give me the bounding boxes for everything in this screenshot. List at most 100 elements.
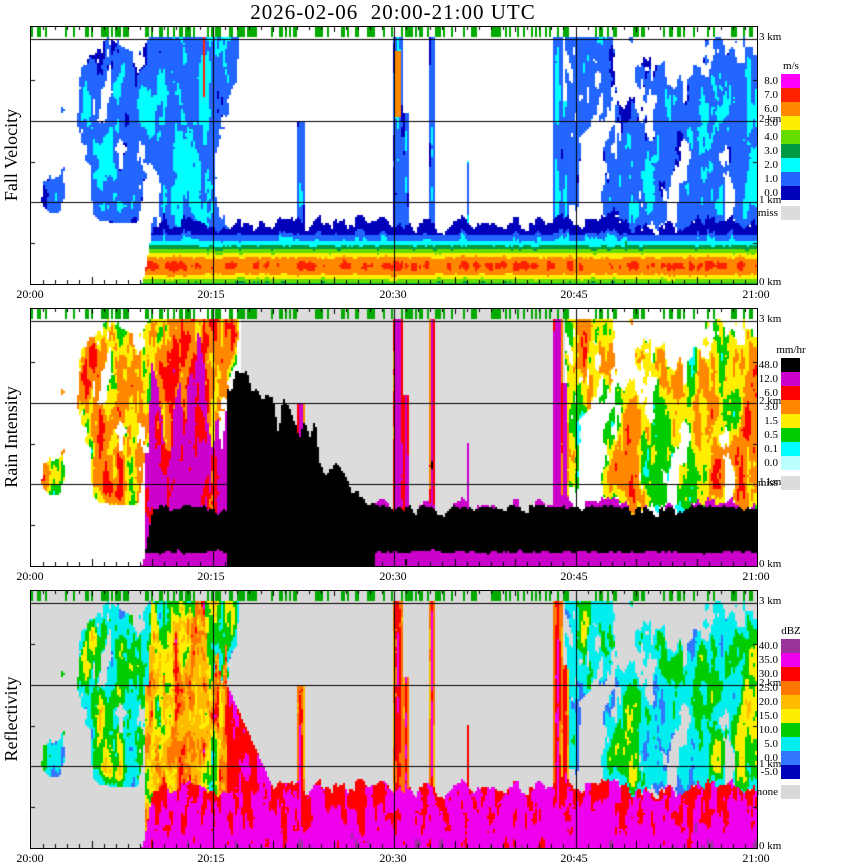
colorbar-entry: 20.0 [751, 695, 809, 709]
y-axis-title-reflectivity: Reflectivity [1, 676, 21, 762]
colorbar-fall-velocity: m/s 8.0 7.0 6.0 5.0 4.0 3.0 2.0 1.0 0.0 miss [751, 60, 809, 220]
colorbar-entry-swatch [781, 386, 800, 400]
colorbar-entry: 3.0 [751, 144, 809, 158]
colorbar-entry-label: 3.0 [764, 145, 778, 157]
colorbar-entry-swatch [781, 400, 800, 414]
y-tick-label: 0 km [759, 276, 782, 288]
colorbar-entry-label: 40.0 [758, 640, 778, 652]
colorbar-entry-label: miss [757, 477, 778, 489]
colorbar-entry-label: 20.0 [758, 696, 778, 708]
colorbar-entry-swatch [781, 709, 800, 723]
x-tick-label: 20:00 [16, 851, 44, 865]
colorbar-entry-swatch [781, 88, 800, 102]
y-tick-label: 2 km [759, 395, 782, 407]
colorbar-entry: 10.0 [751, 723, 809, 737]
y-tick-label: 1 km [759, 194, 782, 206]
colorbar-entry-label: 0.0 [764, 187, 778, 199]
colorbar-rain-intensity: mm/hr 48.0 12.0 6.0 3.0 1.5 0.5 0.1 0.0 miss [751, 344, 809, 490]
x-tick-label: 20:15 [197, 851, 225, 865]
colorbar-entry-swatch [781, 428, 800, 442]
colorbar-entry: miss [751, 206, 809, 220]
colorbar-entry: 0.0 [751, 456, 809, 470]
colorbar-entry-swatch [781, 172, 800, 186]
colorbar-entry-swatch [781, 74, 800, 88]
colorbar-entry: 0.0 [751, 186, 809, 200]
colorbar-entry: none [751, 785, 809, 799]
x-tick-label: 21:00 [742, 851, 770, 865]
colorbar-units: m/s [783, 60, 799, 72]
colorbar-entry-swatch [781, 456, 800, 470]
colorbar-entry-label: 0.5 [764, 429, 778, 441]
x-tick-label: 20:45 [560, 569, 588, 583]
colorbar-entry: 1.5 [751, 414, 809, 428]
colorbar-entry-swatch [781, 358, 800, 372]
y-tick-label: 3 km [759, 313, 782, 325]
colorbar-entry: 48.0 [751, 358, 809, 372]
x-tick-label: 21:00 [742, 569, 770, 583]
colorbar-entry-swatch [781, 414, 800, 428]
colorbar-entry-swatch [781, 144, 800, 158]
colorbar-entry: 4.0 [751, 130, 809, 144]
y-tick-label: 0 km [759, 840, 782, 852]
colorbar-entry-swatch [781, 695, 800, 709]
colorbar-entry-label: 3.0 [764, 401, 778, 413]
colorbar-entry-label: 5.0 [764, 117, 778, 129]
y-tick-label: 0 km [759, 558, 782, 570]
colorbar-entry-swatch [781, 372, 800, 386]
colorbar-entry-label: 35.0 [758, 654, 778, 666]
colorbar-entry-label: 5.0 [764, 738, 778, 750]
colorbar-entry-swatch [781, 116, 800, 130]
colorbar-entry: 12.0 [751, 372, 809, 386]
colorbar-entry: 30.0 [751, 667, 809, 681]
colorbar-entry-label: none [756, 786, 778, 798]
colorbar-entry: 0.1 [751, 442, 809, 456]
y-tick-label: 3 km [759, 31, 782, 43]
colorbar-entry-swatch [781, 442, 800, 456]
y-tick-label: 2 km [759, 113, 782, 125]
colorbar-entry-swatch [781, 158, 800, 172]
colorbar-entry-swatch [781, 667, 800, 681]
x-tick-label: 20:45 [560, 287, 588, 301]
x-tick-label: 20:15 [197, 287, 225, 301]
x-tick-label: 20:30 [379, 569, 407, 583]
colorbar-reflectivity: dBZ 40.0 35.0 30.0 25.0 20.0 15.0 10.0 5.0 0.0 -5… [751, 625, 809, 799]
x-tick-label: 20:45 [560, 851, 588, 865]
colorbar-entry: 8.0 [751, 74, 809, 88]
colorbar-entry-swatch [781, 681, 800, 695]
colorbar-entry: 40.0 [751, 639, 809, 653]
colorbar-entry-label: 1.5 [764, 415, 778, 427]
colorbar-entry-label: miss [757, 207, 778, 219]
colorbar-entry-swatch [781, 206, 800, 220]
colorbar-entry: -5.0 [751, 765, 809, 779]
colorbar-entry-swatch [781, 130, 800, 144]
colorbar-entry: 2.0 [751, 158, 809, 172]
y-tick-label: 3 km [759, 595, 782, 607]
colorbar-units: dBZ [781, 625, 801, 637]
colorbar-entry: 7.0 [751, 88, 809, 102]
colorbar-entry-swatch [781, 639, 800, 653]
colorbar-entry-label: 10.0 [758, 724, 778, 736]
colorbar-entry: 6.0 [751, 102, 809, 116]
colorbar-entry-label: 1.0 [764, 173, 778, 185]
colorbar-entry: 35.0 [751, 653, 809, 667]
colorbar-entry-label: 2.0 [764, 159, 778, 171]
colorbar-entry-label: -5.0 [760, 766, 778, 778]
reflectivity-heatmap [30, 590, 758, 849]
chart-title: 2026-02-06 20:00-21:00 UTC [250, 0, 536, 24]
colorbar-entry-label: 48.0 [758, 359, 778, 371]
colorbar-entry: miss [751, 476, 809, 490]
colorbar-entry-swatch [781, 751, 800, 765]
colorbar-entry: 1.0 [751, 172, 809, 186]
y-axis-title-rain-intensity: Rain Intensity [1, 386, 21, 488]
colorbar-entry-label: 0.0 [764, 752, 778, 764]
colorbar-entry-label: 0.0 [764, 457, 778, 469]
colorbar-entry-label: 6.0 [764, 103, 778, 115]
y-tick-label: 1 km [759, 476, 782, 488]
colorbar-units: mm/hr [776, 344, 806, 356]
colorbar-entry-label: 8.0 [764, 75, 778, 87]
y-tick-label: 1 km [759, 758, 782, 770]
colorbar-entry: 25.0 [751, 681, 809, 695]
colorbar-entry-label: 25.0 [758, 682, 778, 694]
colorbar-entry-swatch [781, 723, 800, 737]
colorbar-entry-swatch [781, 653, 800, 667]
